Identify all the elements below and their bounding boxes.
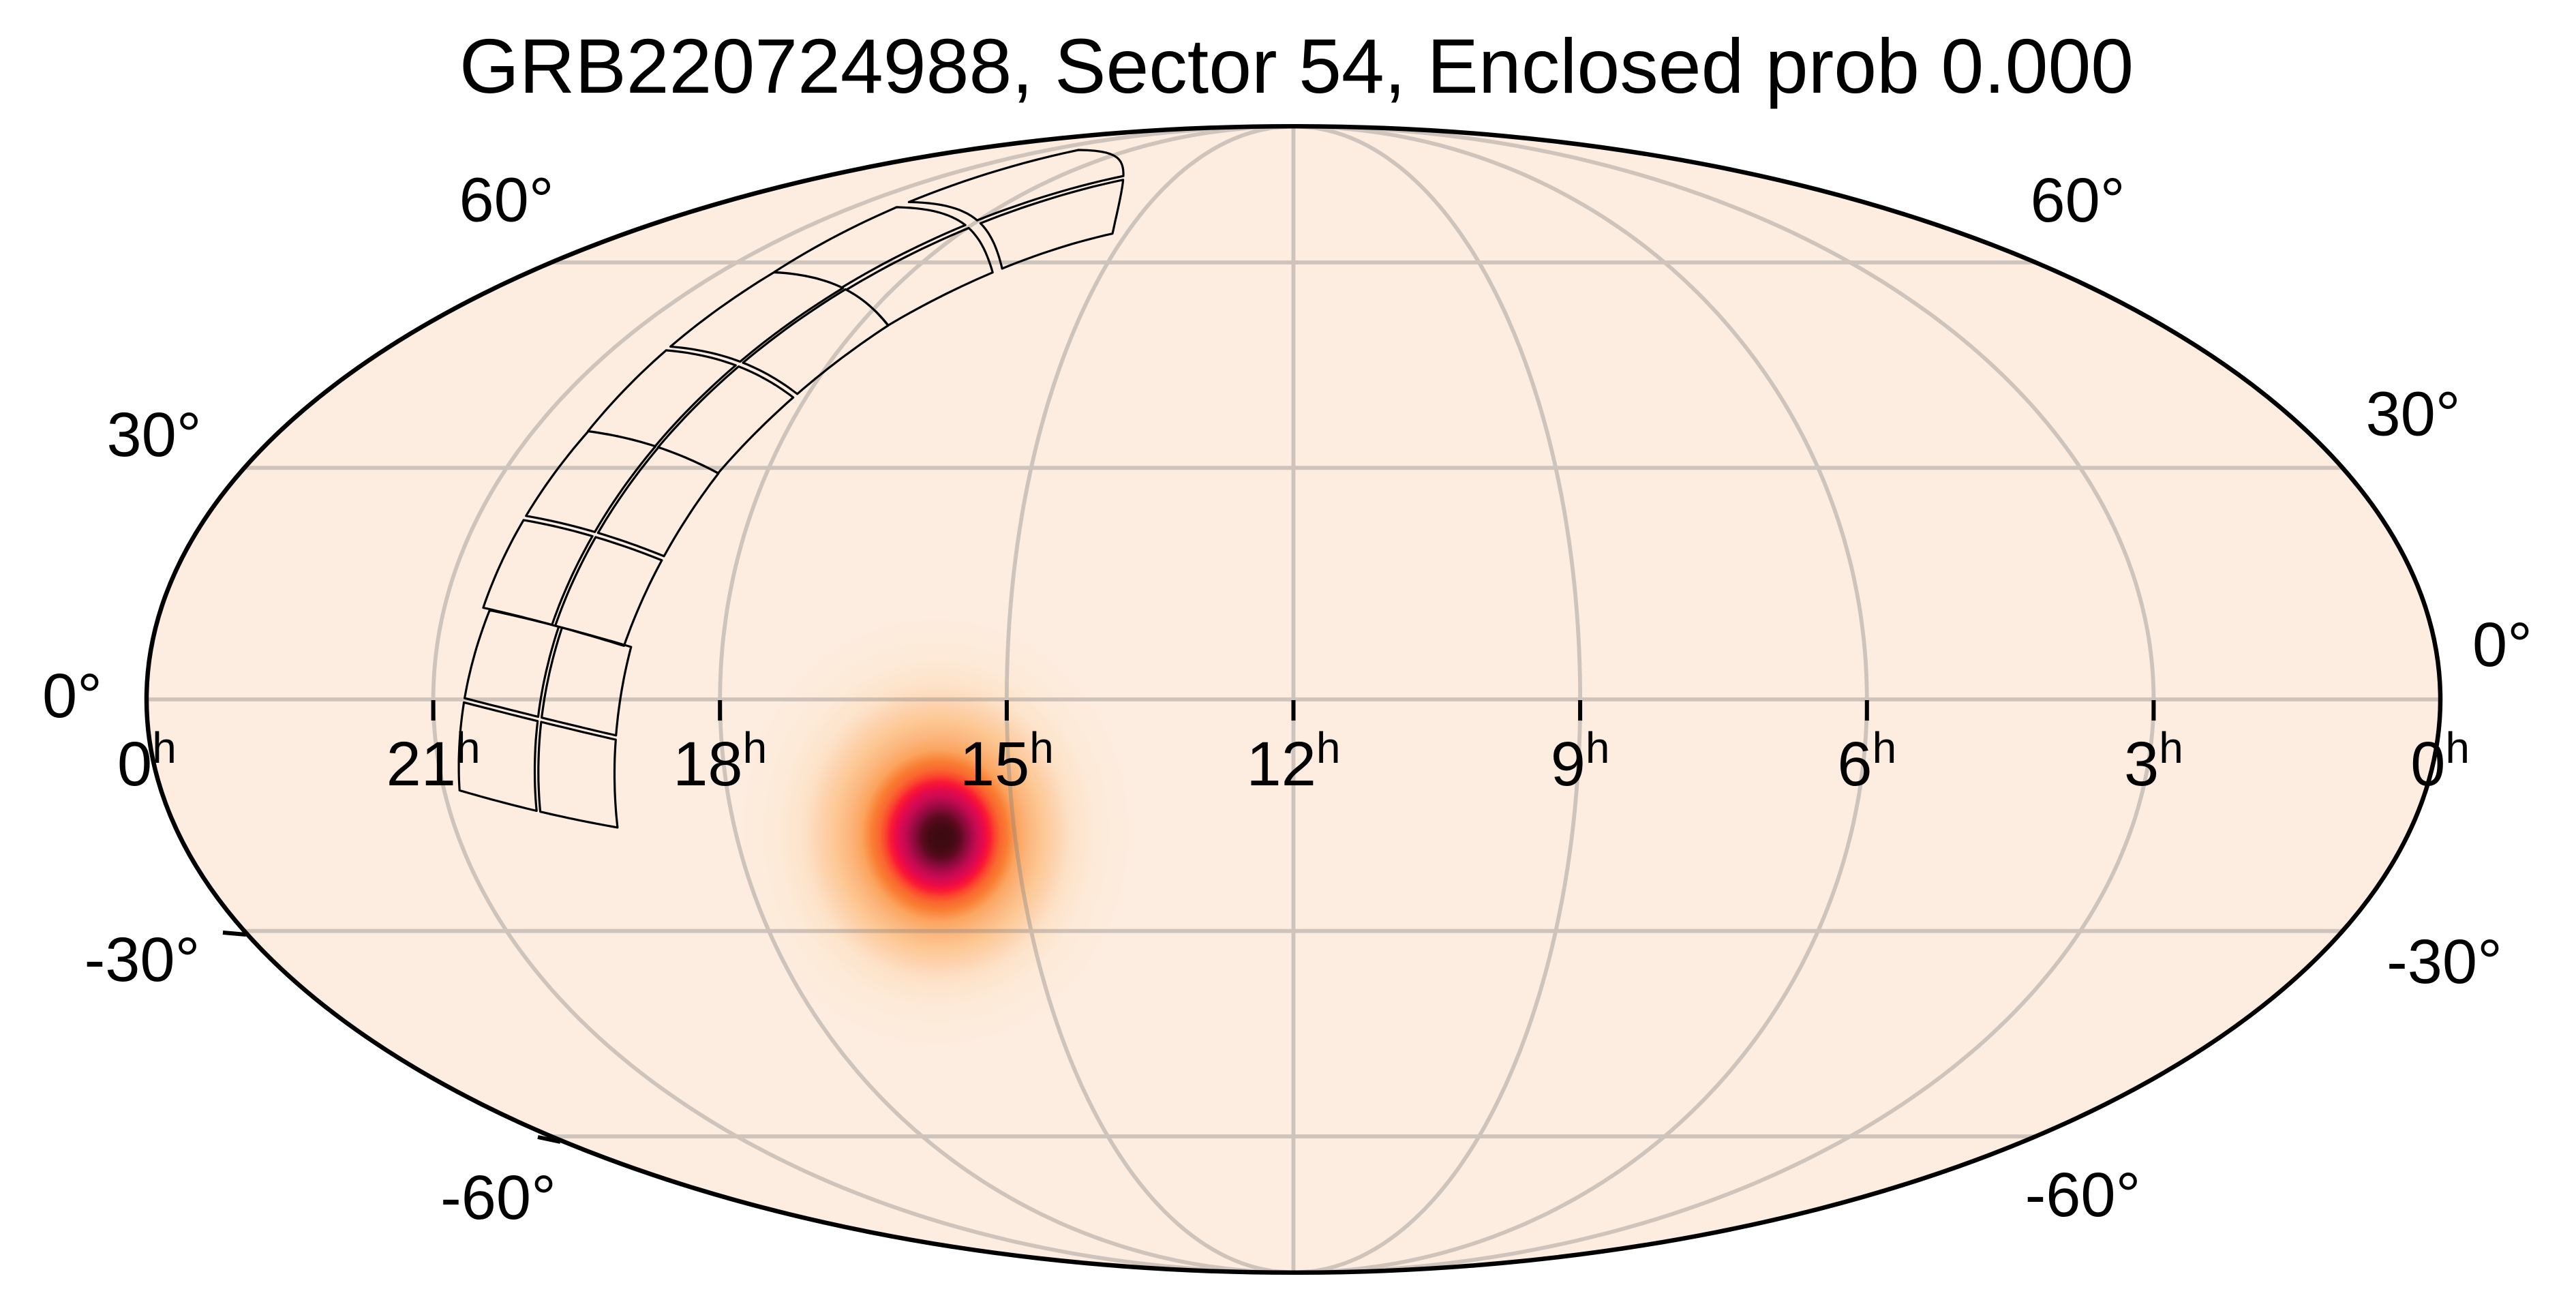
- svg-text:30°: 30°: [2365, 380, 2460, 449]
- svg-text:60°: 60°: [459, 166, 554, 235]
- svg-text:30°: 30°: [106, 400, 201, 470]
- svg-text:GRB220724988, Sector 54, Enclo: GRB220724988, Sector 54, Enclosed prob 0…: [459, 23, 2134, 109]
- svg-text:0°: 0°: [42, 661, 102, 731]
- svg-text:0°: 0°: [2472, 610, 2532, 680]
- svg-text:18h: 18h: [673, 723, 767, 799]
- svg-text:-60°: -60°: [2025, 1160, 2141, 1230]
- svg-text:60°: 60°: [2030, 166, 2125, 235]
- svg-text:-30°: -30°: [85, 925, 200, 995]
- svg-text:-30°: -30°: [2386, 927, 2502, 997]
- svg-text:-60°: -60°: [440, 1163, 556, 1233]
